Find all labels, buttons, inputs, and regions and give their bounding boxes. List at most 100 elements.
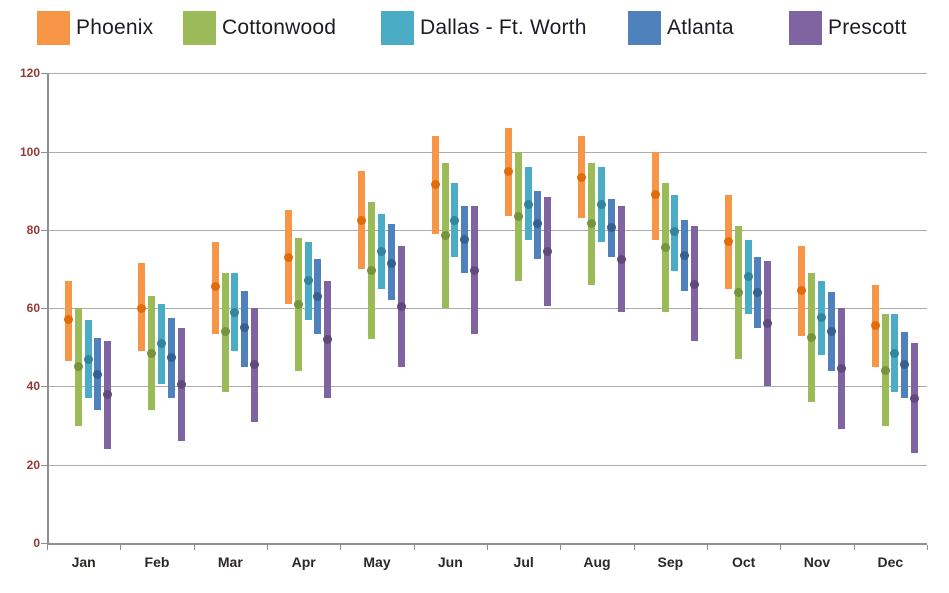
y-tick-label: 80 xyxy=(26,222,40,237)
mean-dot-cottonwood-aug xyxy=(587,219,597,229)
x-tick-label: Mar xyxy=(217,554,243,570)
mean-dot-cottonwood-apr xyxy=(293,299,303,309)
mean-dot-prescott-apr xyxy=(323,334,333,344)
x-axis-tick xyxy=(193,545,195,550)
mean-dot-cottonwood-nov xyxy=(807,333,817,342)
x-tick-label: Nov xyxy=(803,554,831,570)
mean-dot-cottonwood-sep xyxy=(660,242,670,252)
legend-swatch-dallas-ft-worth xyxy=(381,11,414,45)
y-tick-label: 0 xyxy=(33,536,40,550)
x-axis-tick xyxy=(707,545,708,550)
y-tick-label: 20 xyxy=(26,457,40,472)
x-tick-label: Oct xyxy=(731,554,756,570)
y-gridline xyxy=(47,229,927,231)
legend-label-dallas-ft-worth: Dallas - Ft. Worth xyxy=(420,16,587,39)
legend-swatch-atlanta xyxy=(628,11,661,45)
mean-dot-prescott-jan xyxy=(103,389,113,399)
mean-dot-atlanta-may xyxy=(386,258,396,268)
legend-item-cottonwood: Cottonwood xyxy=(183,10,336,46)
x-tick-label: Jan xyxy=(71,554,96,570)
x-tick-label: Aug xyxy=(583,554,611,570)
mean-dot-dallas-ft-worth-may xyxy=(377,246,386,256)
y-tick-label: 120 xyxy=(19,66,40,81)
mean-dot-phoenix-apr xyxy=(284,252,294,262)
mean-dot-phoenix-dec xyxy=(870,321,880,331)
legend-label-prescott: Prescott xyxy=(828,16,907,39)
x-axis-tick xyxy=(780,545,782,550)
mean-dot-phoenix-may xyxy=(357,215,367,225)
mean-dot-atlanta-jan xyxy=(93,370,103,380)
mean-dot-prescott-sep xyxy=(689,280,699,290)
mean-dot-atlanta-nov xyxy=(826,327,836,337)
x-tick-label: Sep xyxy=(657,554,684,570)
mean-dot-atlanta-dec xyxy=(900,360,910,370)
mean-dot-prescott-oct xyxy=(763,319,773,329)
mean-dot-prescott-jul xyxy=(543,246,553,256)
x-axis-tick xyxy=(560,545,562,550)
y-axis-line xyxy=(47,73,49,544)
legend-label-cottonwood: Cottonwood xyxy=(222,16,337,39)
mean-dot-dallas-ft-worth-feb xyxy=(157,338,166,348)
legend-swatch-phoenix xyxy=(37,11,70,45)
legend-swatch-cottonwood xyxy=(183,11,216,45)
x-axis-tick xyxy=(267,545,268,550)
mean-dot-dallas-ft-worth-dec xyxy=(890,348,900,358)
mean-dot-prescott-feb xyxy=(176,379,186,389)
x-axis-tick xyxy=(633,545,635,550)
y-axis-tick xyxy=(41,73,47,75)
mean-dot-phoenix-oct xyxy=(724,237,734,247)
mean-dot-prescott-nov xyxy=(836,364,846,374)
mean-dot-atlanta-jul xyxy=(533,219,543,229)
mean-dot-dallas-ft-worth-jul xyxy=(523,199,533,209)
legend-label-phoenix: Phoenix xyxy=(76,16,154,39)
mean-dot-prescott-aug xyxy=(616,254,626,264)
y-axis-tick xyxy=(41,543,47,544)
mean-dot-phoenix-nov xyxy=(797,286,807,296)
mean-dot-prescott-mar xyxy=(249,360,259,370)
x-axis-tick xyxy=(853,545,855,550)
x-axis-tick xyxy=(120,545,122,550)
y-axis-tick xyxy=(41,386,47,388)
y-axis-tick xyxy=(41,308,47,310)
x-tick-label: Jun xyxy=(437,554,463,570)
y-gridline xyxy=(47,151,927,153)
mean-dot-dallas-ft-worth-mar xyxy=(230,307,240,317)
y-axis-tick xyxy=(41,229,47,231)
mean-dot-atlanta-apr xyxy=(313,291,323,301)
mean-dot-dallas-ft-worth-aug xyxy=(597,199,606,209)
legend-item-prescott: Prescott xyxy=(789,10,907,46)
mean-dot-dallas-ft-worth-sep xyxy=(670,227,680,237)
mean-dot-atlanta-oct xyxy=(753,287,763,297)
mean-dot-prescott-may xyxy=(396,301,406,311)
mean-dot-phoenix-feb xyxy=(137,303,147,313)
mean-dot-cottonwood-feb xyxy=(147,348,157,358)
y-gridline xyxy=(47,464,927,466)
x-tick-label: Jul xyxy=(513,554,534,570)
x-axis-tick xyxy=(413,545,415,550)
y-gridline xyxy=(47,73,927,75)
x-axis-line xyxy=(47,543,927,545)
y-axis-tick xyxy=(41,151,47,153)
mean-dot-cottonwood-may xyxy=(367,266,377,276)
x-tick-label: Feb xyxy=(144,554,170,570)
x-axis-tick xyxy=(927,545,928,550)
mean-dot-atlanta-feb xyxy=(166,352,176,362)
mean-dot-phoenix-jan xyxy=(64,315,74,325)
y-gridline xyxy=(47,386,927,388)
x-axis-tick xyxy=(340,545,342,550)
mean-dot-phoenix-jun xyxy=(430,180,440,190)
mean-dot-cottonwood-mar xyxy=(220,327,230,337)
y-tick-label: 40 xyxy=(26,379,40,394)
mean-dot-prescott-dec xyxy=(909,393,919,403)
mean-dot-dallas-ft-worth-nov xyxy=(817,313,826,323)
legend-label-atlanta: Atlanta xyxy=(667,16,734,39)
mean-dot-dallas-ft-worth-apr xyxy=(303,276,313,286)
mean-dot-cottonwood-jul xyxy=(513,211,523,221)
x-tick-label: Apr xyxy=(291,554,316,570)
x-tick-label: Dec xyxy=(877,554,904,570)
mean-dot-phoenix-jul xyxy=(504,166,514,176)
mean-dot-atlanta-aug xyxy=(606,223,616,233)
mean-dot-atlanta-jun xyxy=(460,235,470,245)
